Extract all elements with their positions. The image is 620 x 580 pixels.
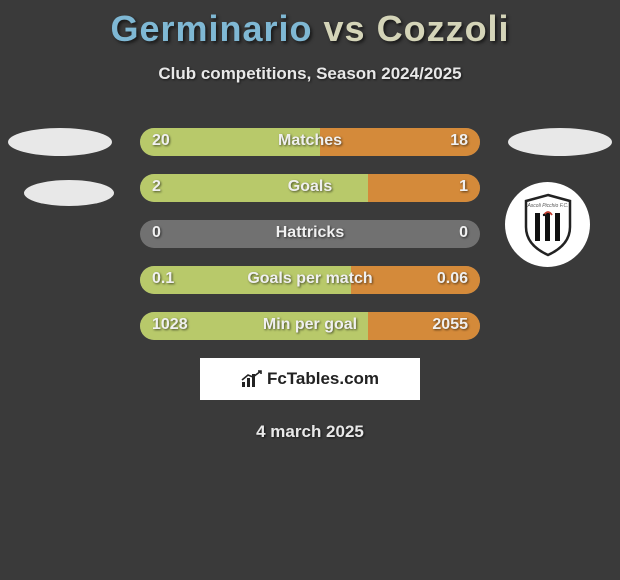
stat-row: 0.10.06Goals per match <box>140 262 480 298</box>
chart-icon <box>241 370 263 388</box>
vs-text: vs <box>324 8 366 49</box>
player1-name: Germinario <box>110 8 312 49</box>
club-badge: Ascoli Picchio F.C. <box>505 182 590 267</box>
stat-label: Matches <box>140 132 480 150</box>
shield-icon: Ascoli Picchio F.C. <box>520 193 576 257</box>
decoration-oval <box>24 180 114 206</box>
player2-name: Cozzoli <box>377 8 510 49</box>
stat-row: 2018Matches <box>140 124 480 160</box>
comparison-title: Germinario vs Cozzoli <box>0 0 620 50</box>
stat-label: Min per goal <box>140 316 480 334</box>
stat-label: Hattricks <box>140 224 480 242</box>
brand-box[interactable]: FcTables.com <box>200 358 420 400</box>
stat-row: 00Hattricks <box>140 216 480 252</box>
decoration-oval <box>8 128 112 156</box>
subtitle: Club competitions, Season 2024/2025 <box>0 64 620 84</box>
decoration-oval <box>508 128 612 156</box>
brand-text: FcTables.com <box>267 369 379 389</box>
date-text: 4 march 2025 <box>0 422 620 442</box>
stat-row: 21Goals <box>140 170 480 206</box>
stats-area: Ascoli Picchio F.C. 2018Matches 21Goals 00… <box>0 124 620 344</box>
stat-label: Goals per match <box>140 270 480 288</box>
svg-text:Ascoli Picchio F.C.: Ascoli Picchio F.C. <box>526 203 568 209</box>
stat-row: 10282055Min per goal <box>140 308 480 344</box>
stat-label: Goals <box>140 178 480 196</box>
